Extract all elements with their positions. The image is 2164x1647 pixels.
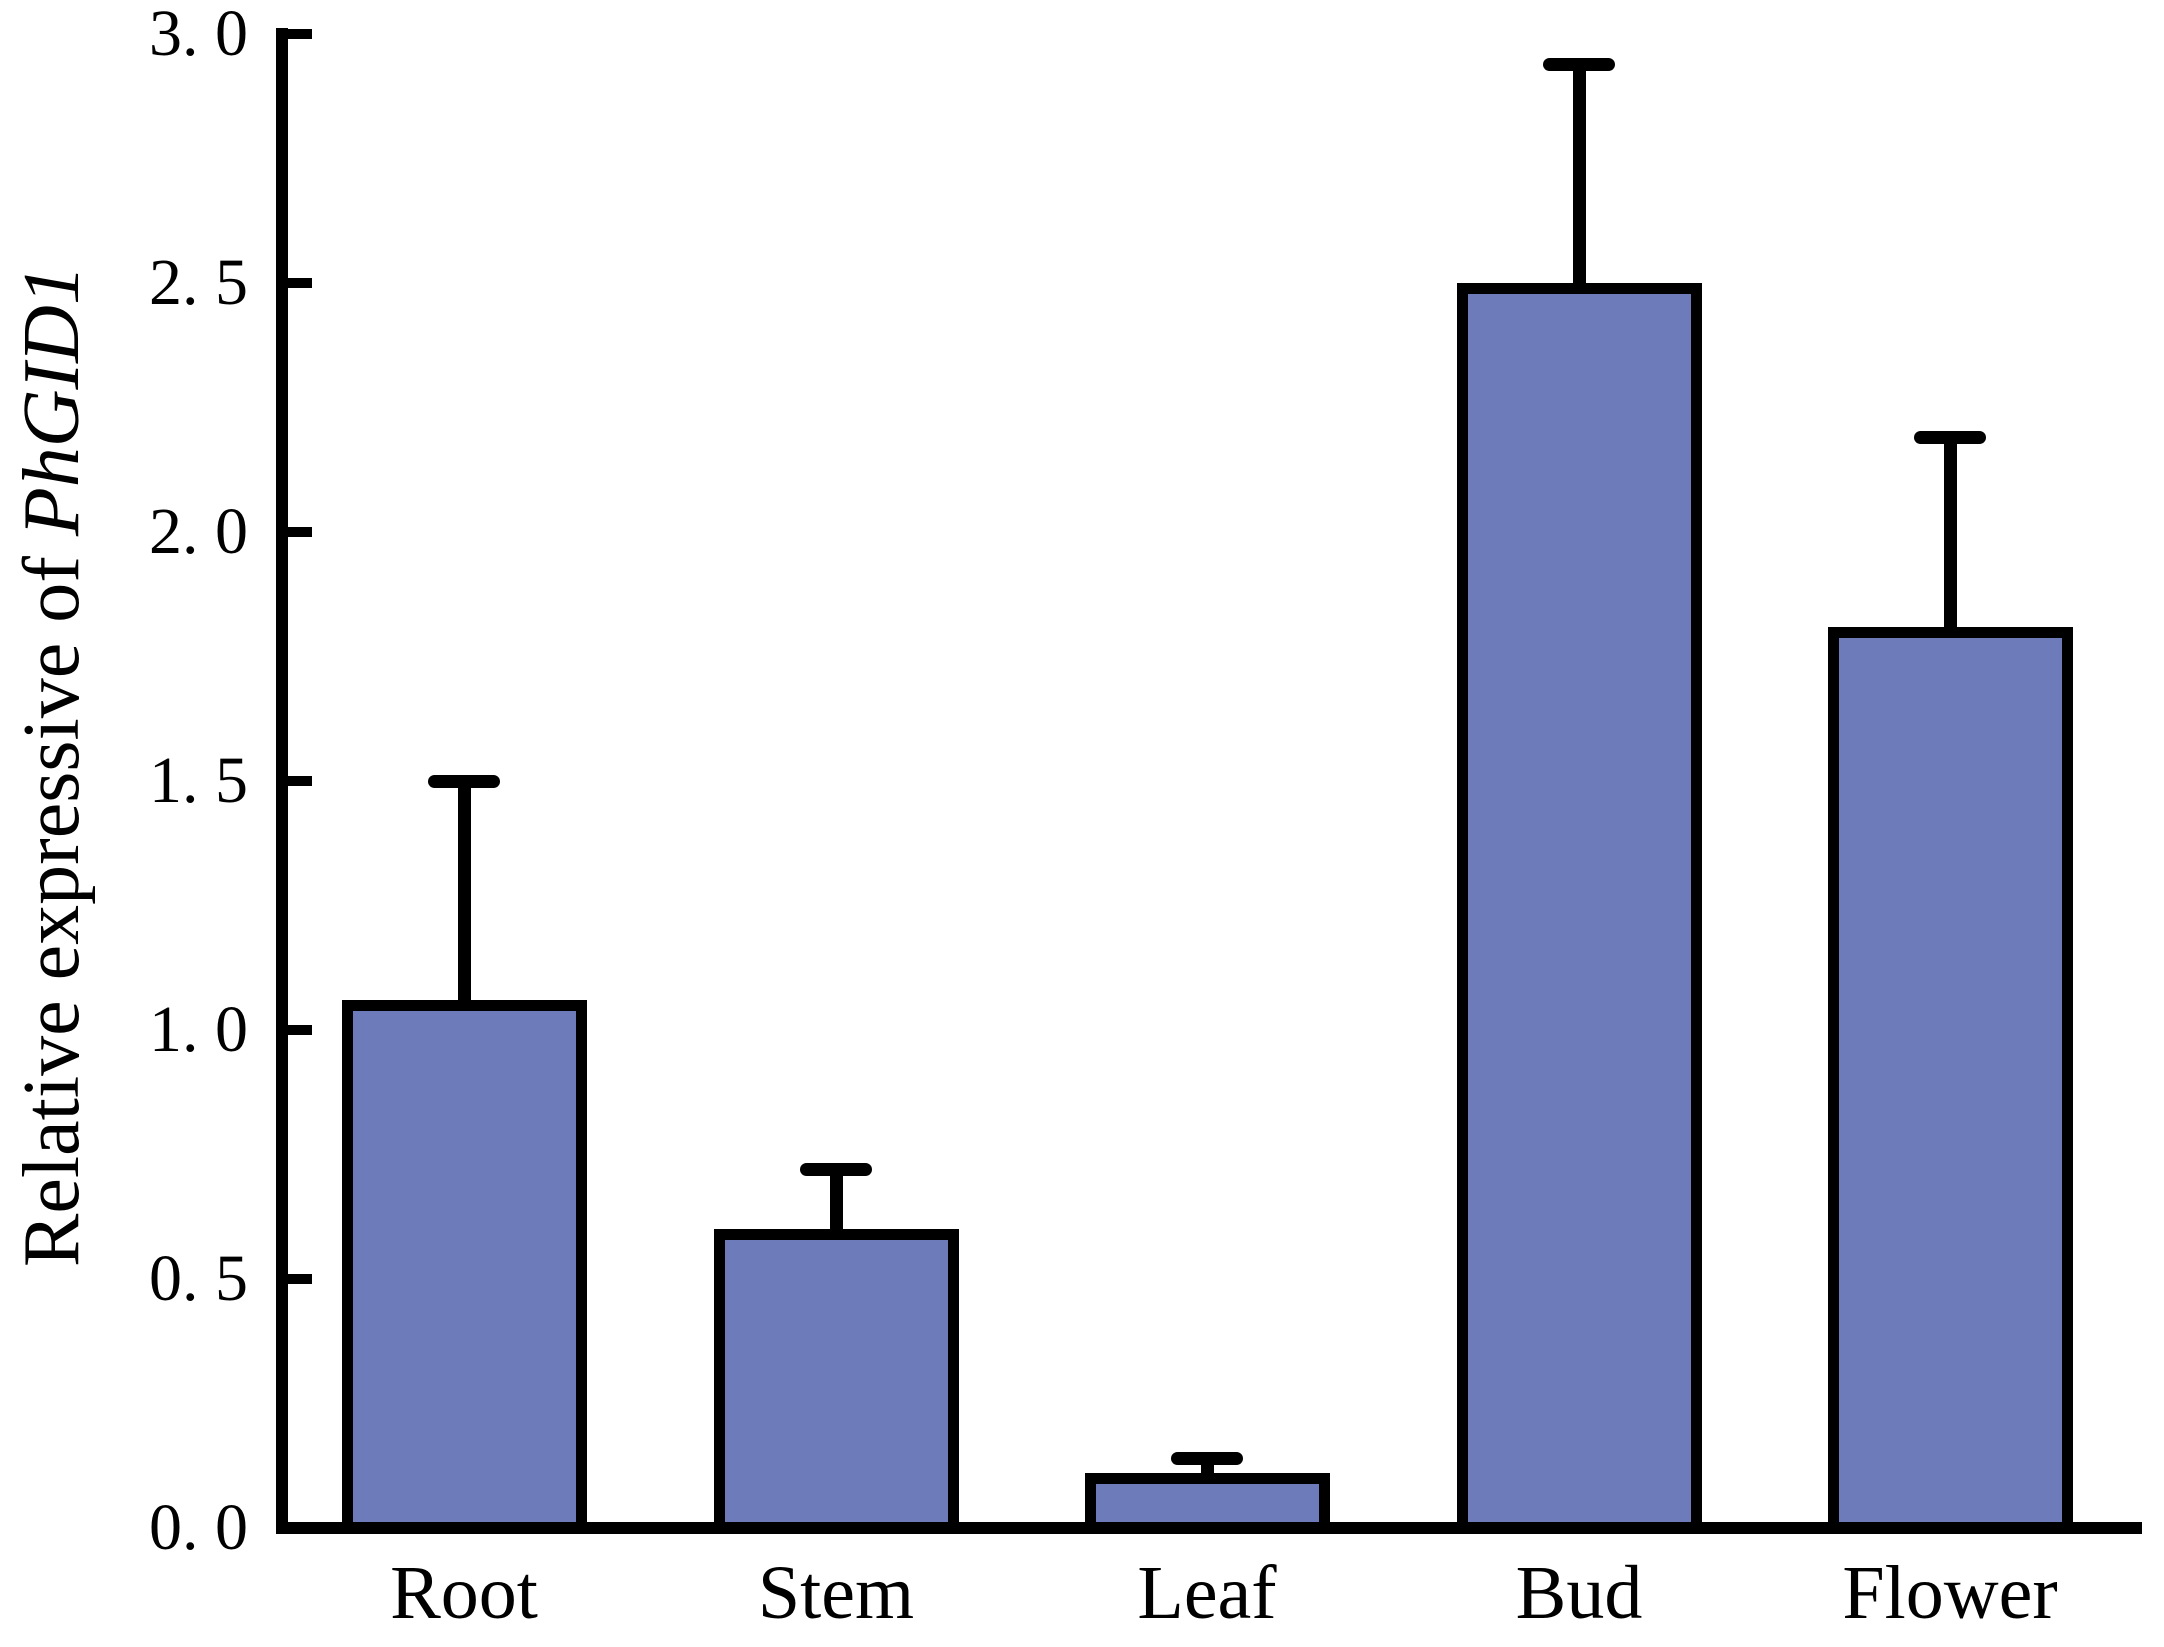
y-tick-label: 0. 0 — [149, 1491, 248, 1564]
error-bar-stem — [1573, 64, 1586, 294]
y-tick-mark — [284, 29, 312, 39]
x-category-label: Stem — [757, 1551, 915, 1635]
y-tick-mark — [284, 776, 312, 786]
y-tick-mark — [284, 278, 312, 288]
error-bar-stem — [830, 1169, 843, 1240]
bar-root — [341, 1000, 587, 1534]
y-tick-label: 2. 5 — [149, 246, 248, 319]
y-tick-label: 3. 0 — [149, 0, 248, 70]
error-bar-cap — [428, 775, 500, 788]
x-category-label: Root — [390, 1551, 538, 1635]
error-bar-cap — [1543, 58, 1615, 71]
x-category-label: Leaf — [1137, 1551, 1277, 1635]
y-axis-title: Relative expressive of PhGID1 — [6, 265, 98, 1267]
y-axis-line — [276, 28, 288, 1534]
y-tick-label: 1. 5 — [149, 744, 248, 817]
y-tick-mark — [284, 1025, 312, 1035]
error-bar-cap — [1914, 431, 1986, 444]
y-axis-title-text: Relative expressive of — [8, 536, 96, 1267]
error-bar-cap — [1171, 1452, 1243, 1465]
y-axis-title-gene-italic: PhGID1 — [8, 265, 96, 537]
y-tick-label: 0. 5 — [149, 1242, 248, 1315]
bar-flower — [1827, 627, 2073, 1534]
error-bar-cap — [800, 1163, 872, 1176]
y-tick-label: 2. 0 — [149, 495, 248, 568]
error-bar-stem — [1944, 437, 1957, 638]
bar-bud — [1456, 283, 1702, 1534]
x-axis-line — [276, 1522, 2142, 1534]
y-tick-mark — [284, 527, 312, 537]
x-category-label: Bud — [1515, 1551, 1643, 1635]
x-category-label: Flower — [1842, 1551, 2058, 1635]
y-tick-mark — [284, 1274, 312, 1284]
error-bar-stem — [458, 781, 471, 1011]
y-tick-label: 1. 0 — [149, 993, 248, 1066]
bar-stem — [713, 1229, 959, 1534]
